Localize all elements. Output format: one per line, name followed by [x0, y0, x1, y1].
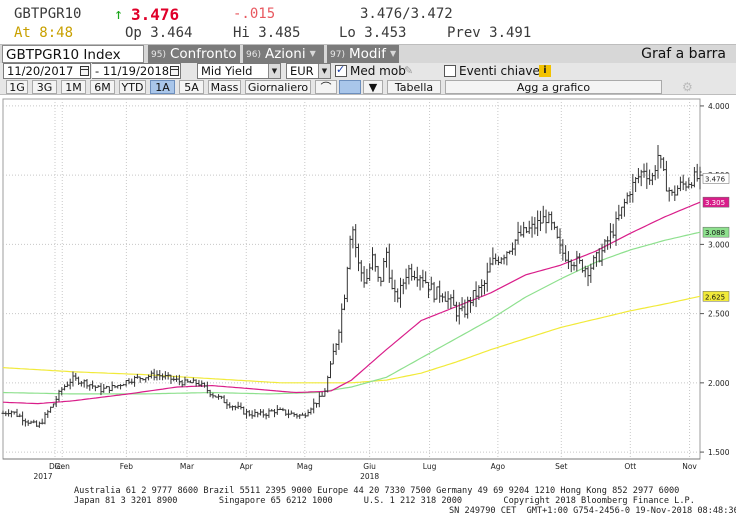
x-tick-label: Mag [297, 462, 313, 471]
ma-magenta-line [2, 201, 701, 405]
gear-icon[interactable]: ⚙ [682, 80, 693, 94]
price-chart[interactable]: 1.5002.0002.5003.0003.5004.000DicGenFebM… [0, 95, 736, 484]
x-tick-label: Gen [55, 462, 70, 471]
ma-green-line [2, 231, 701, 395]
footer: Australia 61 2 9777 8600 Brazil 5511 239… [0, 484, 736, 529]
azioni-button[interactable]: 96) Azioni ▼ [243, 45, 324, 63]
period-5a[interactable]: 5A [179, 80, 204, 94]
y-tick-label: 2.500 [708, 310, 730, 319]
pencil-icon[interactable]: ✎ [404, 64, 414, 77]
med-mob-label[interactable]: Med mob [350, 64, 406, 78]
confronto-number: 95) [151, 50, 166, 60]
currency-select[interactable]: EUR ▼ [286, 63, 331, 79]
med-mob-checkbox[interactable] [335, 63, 347, 77]
year-label: 2017 [33, 472, 52, 481]
period-1g[interactable]: 1G [6, 80, 28, 94]
period-bar: 1G 3G 1M 6M YTD 1A 5A Mass Giornaliero ⌒… [0, 80, 736, 95]
chart-type-title: Graf a barra [641, 46, 726, 62]
frequency-select[interactable]: Giornaliero [245, 80, 311, 94]
modif-label: Modif [348, 46, 386, 62]
last-time: At 8:48 [14, 25, 74, 41]
chevron-down-icon: ▼ [389, 49, 397, 58]
period-6m[interactable]: 6M [90, 80, 115, 94]
end-date-field[interactable]: - 11/19/2018 [92, 63, 181, 79]
plot-frame [2, 98, 701, 460]
quote-header: GBTPGR10 ↑ 3.476 -.015 3.476/3.472 At 8:… [0, 0, 736, 44]
confronto-button[interactable]: 95) Confronto [148, 45, 240, 63]
security-field[interactable]: GBTPGR10 Index [2, 45, 144, 63]
last-price-label: 3.476 [705, 175, 726, 183]
x-tick-label: Set [555, 462, 567, 471]
chart-area[interactable]: 1.5002.0002.5003.0003.5004.000DicGenFebM… [0, 95, 736, 484]
start-date-field[interactable]: 11/20/2017 [3, 63, 91, 79]
field-select-value: Mid Yield [201, 64, 253, 78]
y-tick-label: 2.000 [708, 379, 730, 388]
x-tick-label: Ott [624, 462, 636, 471]
period-1m[interactable]: 1M [61, 80, 86, 94]
x-tick-label: Giu [363, 462, 376, 471]
add-to-chart-button[interactable]: Agg a grafico [445, 80, 662, 94]
footer-line-1: Australia 61 2 9777 8600 Brazil 5511 239… [74, 486, 680, 496]
currency-value: EUR [290, 64, 314, 78]
controls-bar: 11/20/2017 - 11/19/2018 Mid Yield ▼ EUR … [0, 63, 736, 80]
year-label: 2018 [360, 472, 379, 481]
footer-line-3: SN 249790 CET GMT+1:00 G754-2456-0 19-No… [449, 506, 736, 516]
calendar-icon[interactable] [80, 66, 89, 76]
y-tick-label: 1.500 [708, 448, 730, 457]
period-1a[interactable]: 1A [150, 80, 175, 94]
field-select[interactable]: Mid Yield ▼ [197, 63, 281, 79]
confronto-label: Confronto [169, 46, 237, 62]
footer-line-2: Japan 81 3 3201 8900 Singapore 65 6212 1… [74, 496, 695, 506]
end-date-value: 11/19/2018 [102, 64, 170, 78]
ma-green-label: 3.088 [705, 229, 725, 237]
period-ytd[interactable]: YTD [119, 80, 146, 94]
line-style-icon[interactable]: ⌒ [315, 80, 337, 94]
ma-yellow-label-box [702, 291, 730, 302]
eventi-checkbox[interactable] [444, 65, 456, 77]
modif-button[interactable]: 97) Modif ▼ [327, 45, 399, 63]
azioni-label: Azioni [264, 46, 306, 62]
ma-magenta-label: 3.305 [705, 199, 725, 207]
period-3g[interactable]: 3G [32, 80, 57, 94]
net-change: -.015 [233, 6, 276, 22]
x-tick-label: Lug [423, 462, 437, 471]
chevron-down-icon[interactable]: ▼ [363, 80, 383, 94]
ticker: GBTPGR10 [14, 6, 82, 22]
tabella-button[interactable]: Tabella [387, 80, 441, 94]
prev-close: Prev 3.491 [447, 25, 532, 41]
x-tick-label: Feb [120, 462, 134, 471]
modif-number: 97) [330, 50, 345, 60]
x-tick-label: Ago [491, 462, 506, 471]
calendar-icon[interactable] [170, 66, 179, 76]
ma-yellow-label: 2.625 [705, 293, 725, 301]
x-tick-label: Dic [49, 462, 61, 471]
eventi-label[interactable]: Eventi chiave [459, 64, 540, 78]
ma-green-label-box [702, 226, 730, 238]
ma-magenta-label-box [702, 196, 730, 208]
start-date-value: 11/20/2017 [7, 64, 74, 78]
bid-ask: 3.476/3.472 [360, 6, 453, 22]
y-tick-label: 4.000 [708, 102, 730, 111]
title-bar: GBTPGR10 Index 95) Confronto 96) Azioni ▼ 9… [0, 44, 736, 63]
bar-style-icon[interactable] [339, 80, 361, 94]
azioni-number: 96) [246, 50, 261, 60]
x-tick-label: Apr [240, 462, 254, 471]
up-arrow-icon: ↑ [114, 5, 124, 23]
period-mass[interactable]: Mass [208, 80, 241, 94]
y-tick-label: 3.000 [708, 240, 730, 249]
ma-yellow-line [2, 295, 701, 384]
chevron-down-icon[interactable]: ▼ [268, 64, 280, 78]
x-tick-label: Nov [682, 462, 697, 471]
dash-separator: - [95, 64, 103, 78]
info-icon[interactable]: i [539, 65, 551, 77]
open-price: Op 3.464 [125, 25, 193, 41]
chevron-down-icon: ▼ [309, 49, 316, 58]
high-price: Hi 3.485 [233, 25, 301, 41]
last-price-label-box [702, 173, 730, 184]
chevron-down-icon[interactable]: ▼ [318, 64, 330, 78]
low-price: Lo 3.453 [339, 25, 407, 41]
x-tick-label: Mar [180, 462, 195, 471]
last-price: 3.476 [131, 5, 180, 24]
